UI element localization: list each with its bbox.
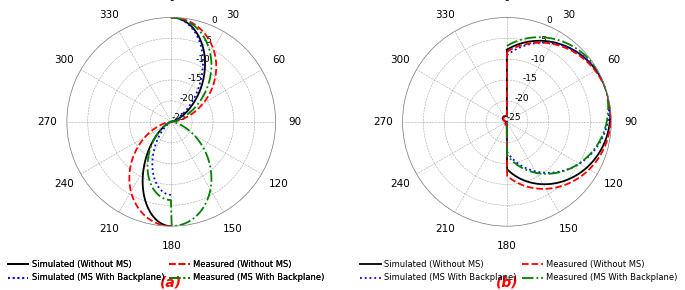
Simulated (MS With Backplane) xyxy=(164,122,173,125)
Line: Simulated (MS With Backplane): Simulated (MS With Backplane) xyxy=(507,43,609,173)
Measured (MS With Backplane) xyxy=(170,120,178,124)
Measured (MS With Backplane) xyxy=(205,80,213,84)
Simulated (Without MS) xyxy=(603,93,612,97)
Line: Measured (MS With Backplane): Measured (MS With Backplane) xyxy=(147,17,212,226)
Simulated (MS With Backplane) xyxy=(159,128,167,131)
Measured (MS With Backplane) xyxy=(167,16,175,19)
Simulated (Without MS) xyxy=(503,48,511,51)
Line: Measured (Without MS): Measured (Without MS) xyxy=(129,17,216,226)
Simulated (Without MS) xyxy=(168,120,176,123)
Simulated (Without MS) xyxy=(151,135,160,138)
Measured (Without MS) xyxy=(138,139,147,142)
Measured (MS With Backplane) xyxy=(179,18,187,21)
Measured (Without MS) xyxy=(175,119,183,122)
Measured (Without MS) xyxy=(503,50,511,54)
Line: Simulated (Without MS): Simulated (Without MS) xyxy=(503,41,610,184)
Measured (MS With Backplane) xyxy=(159,125,167,129)
Simulated (MS With Backplane) xyxy=(511,48,519,52)
Simulated (MS With Backplane) xyxy=(190,95,199,99)
Simulated (MS With Backplane) xyxy=(503,120,511,124)
Measured (MS With Backplane) xyxy=(597,135,606,139)
Measured (MS With Backplane) xyxy=(503,120,511,124)
Measured (Without MS) xyxy=(606,103,614,106)
Simulated (Without MS) xyxy=(501,121,510,124)
Measured (MS With Backplane) xyxy=(170,119,178,123)
Line: Simulated (MS With Backplane): Simulated (MS With Backplane) xyxy=(152,17,203,195)
Simulated (MS With Backplane) xyxy=(179,19,187,22)
Line: Simulated (Without MS): Simulated (Without MS) xyxy=(142,17,205,226)
Simulated (MS With Backplane) xyxy=(605,102,613,106)
Simulated (MS With Backplane) xyxy=(167,16,175,19)
Simulated (Without MS) xyxy=(503,120,511,124)
Text: (b): (b) xyxy=(495,276,519,290)
Measured (Without MS) xyxy=(606,102,614,106)
Measured (Without MS) xyxy=(179,17,187,21)
Measured (Without MS) xyxy=(212,73,220,77)
Simulated (Without MS) xyxy=(512,44,520,47)
Measured (MS With Backplane) xyxy=(604,102,612,106)
Measured (Without MS) xyxy=(167,16,175,19)
Simulated (MS With Backplane) xyxy=(503,120,511,124)
Measured (MS With Backplane) xyxy=(573,47,581,50)
Measured (Without MS) xyxy=(569,50,577,53)
Measured (Without MS) xyxy=(603,137,612,141)
Measured (MS With Backplane) xyxy=(503,120,511,124)
Simulated (MS With Backplane) xyxy=(599,135,607,139)
Measured (Without MS) xyxy=(511,46,519,49)
Simulated (Without MS) xyxy=(160,125,169,128)
Measured (Without MS) xyxy=(501,122,510,125)
Simulated (MS With Backplane) xyxy=(167,120,175,124)
Simulated (MS With Backplane) xyxy=(571,49,579,52)
Measured (Without MS) xyxy=(503,120,511,124)
Measured (Without MS) xyxy=(503,50,511,54)
Simulated (Without MS) xyxy=(503,48,511,51)
Line: Measured (MS With Backplane): Measured (MS With Backplane) xyxy=(507,37,608,174)
Simulated (Without MS) xyxy=(195,91,203,94)
Simulated (Without MS) xyxy=(167,16,175,19)
Simulated (Without MS) xyxy=(571,49,579,52)
Simulated (MS With Backplane) xyxy=(503,53,511,57)
Line: Measured (Without MS): Measured (Without MS) xyxy=(503,43,611,189)
Simulated (Without MS) xyxy=(606,103,614,106)
Simulated (Without MS) xyxy=(502,120,510,124)
Text: (a): (a) xyxy=(160,276,182,290)
Simulated (Without MS) xyxy=(602,137,610,140)
Measured (MS With Backplane) xyxy=(151,135,160,138)
Measured (MS With Backplane) xyxy=(512,40,520,43)
Measured (MS With Backplane) xyxy=(503,44,511,48)
Simulated (Without MS) xyxy=(179,18,187,22)
Legend: Simulated (Without MS), Simulated (MS With Backplane), Measured (Without MS), Me: Simulated (Without MS), Simulated (MS Wi… xyxy=(4,257,328,286)
Simulated (MS With Backplane) xyxy=(167,120,175,124)
Measured (Without MS) xyxy=(129,156,137,160)
Measured (Without MS) xyxy=(502,121,510,124)
Legend: Simulated (Without MS), Simulated (MS With Backplane), Measured (Without MS), Me: Simulated (Without MS), Simulated (MS Wi… xyxy=(357,257,681,286)
